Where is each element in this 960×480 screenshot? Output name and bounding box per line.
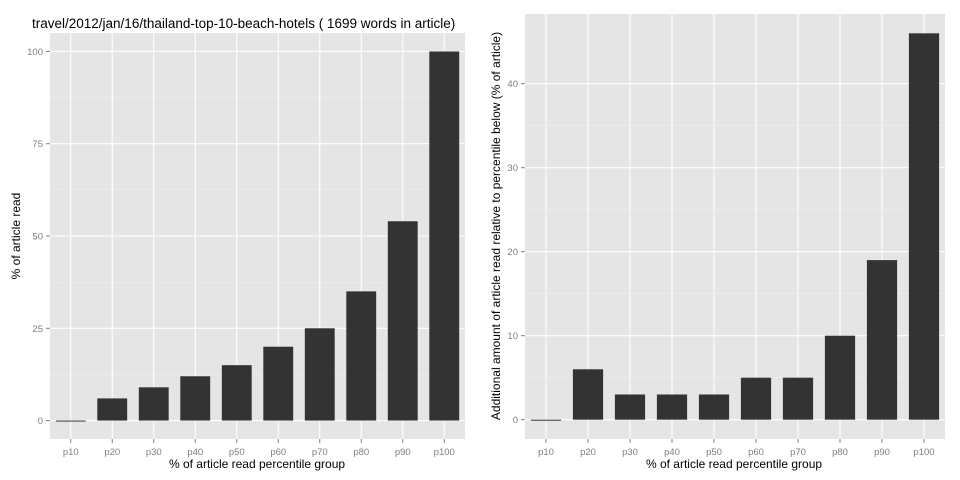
x-tick-label-p40: p40 <box>664 447 680 458</box>
x-tick-label-p20: p20 <box>104 447 120 458</box>
x-tick-label-p30: p30 <box>622 447 638 458</box>
y-tick-label: 40 <box>507 79 518 90</box>
x-tick-label-p10: p10 <box>538 447 554 458</box>
x-tick-label-p80: p80 <box>832 447 848 458</box>
y-tick-label: 20 <box>507 247 518 258</box>
y-tick-label: 25 <box>32 324 43 335</box>
bar-p60 <box>740 377 772 420</box>
x-axis-left: p10 p20 p30 p40 p50 p60 p70 p80 p90 p100 <box>63 439 455 458</box>
y-tick-label: 50 <box>32 232 43 243</box>
bar-p20 <box>97 398 128 421</box>
x-tick-label-p80: p80 <box>353 447 369 458</box>
x-tick-label-p30: p30 <box>146 447 162 458</box>
bar-p60 <box>263 346 294 421</box>
bar-p70 <box>782 377 814 420</box>
x-axis-right: p10 p20 p30 p40 p50 p60 p70 p80 p90 p100 <box>538 439 935 458</box>
bar-p80 <box>346 291 377 421</box>
bar-p30 <box>138 387 169 421</box>
chart-title-left: travel/2012/jan/16/thailand-top-10-beach… <box>32 16 455 31</box>
bar-p100 <box>908 33 940 420</box>
y-tick-label: 30 <box>507 163 518 174</box>
bar-p70 <box>304 328 335 421</box>
x-tick-label-p10: p10 <box>63 447 79 458</box>
bar-p10 <box>55 420 86 422</box>
y-axis-title-left: % of article read <box>9 193 23 280</box>
y-tick-label: 0 <box>38 416 43 427</box>
y-tick-label: 100 <box>27 47 43 58</box>
bar-p10 <box>530 419 562 421</box>
title-clip-mask <box>481 0 521 32</box>
x-tick-label-p90: p90 <box>395 447 411 458</box>
y-axis-title-right: Additional amount of article read relati… <box>489 32 503 420</box>
bars-left <box>55 51 460 422</box>
bar-p80 <box>824 335 856 420</box>
x-tick-label-p70: p70 <box>312 447 328 458</box>
x-tick-label-p20: p20 <box>580 447 596 458</box>
x-tick-label-p90: p90 <box>874 447 890 458</box>
bars-right <box>530 33 940 421</box>
bar-p90 <box>387 221 418 421</box>
x-tick-label-p40: p40 <box>187 447 203 458</box>
x-tick-label-p100: p100 <box>434 447 455 458</box>
y-axis-left: 0 25 50 75 100 <box>27 47 50 427</box>
bar-p50 <box>221 365 252 421</box>
x-tick-label-p50: p50 <box>229 447 245 458</box>
bar-p40 <box>180 376 211 421</box>
bar-p90 <box>866 260 898 420</box>
bar-p50 <box>698 394 730 420</box>
y-tick-label: 0 <box>513 415 518 426</box>
x-tick-label-p100: p100 <box>913 447 934 458</box>
y-axis-right: 0 10 20 30 40 <box>507 79 525 426</box>
y-tick-label: 10 <box>507 331 518 342</box>
bar-p40 <box>656 394 688 420</box>
bar-p30 <box>614 394 646 420</box>
y-tick-label: 75 <box>32 139 43 150</box>
x-tick-label-p70: p70 <box>790 447 806 458</box>
x-tick-label-p60: p60 <box>270 447 286 458</box>
bar-p100 <box>429 51 460 421</box>
x-tick-label-p50: p50 <box>706 447 722 458</box>
x-tick-label-p60: p60 <box>748 447 764 458</box>
x-axis-title-right: % of article read percentile group <box>646 457 822 471</box>
x-axis-title-left: % of article read percentile group <box>169 457 345 471</box>
bar-p20 <box>572 369 604 420</box>
